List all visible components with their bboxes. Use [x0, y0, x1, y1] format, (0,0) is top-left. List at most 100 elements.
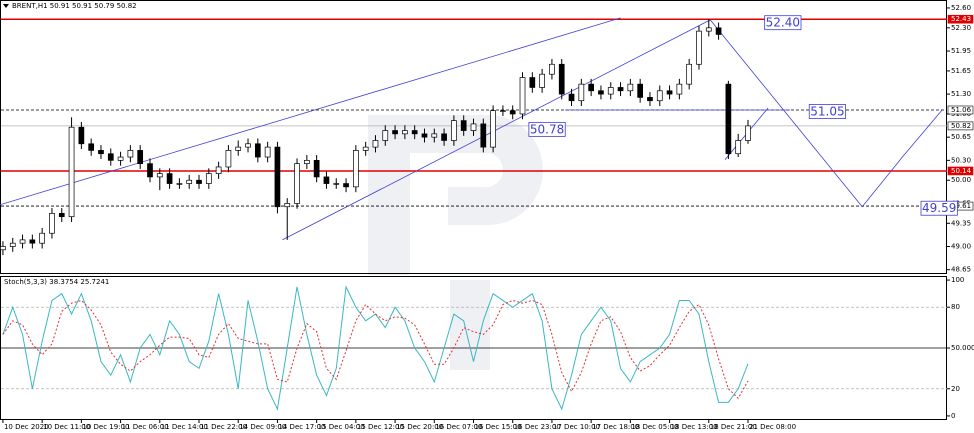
level-label: 51.06 — [951, 106, 972, 114]
candle-body — [98, 150, 104, 155]
level-tag — [947, 105, 974, 115]
candle-body — [362, 146, 369, 151]
y-tick-label: 50.00 — [951, 176, 971, 184]
candle-body — [215, 166, 222, 174]
indicator-title: Stoch(5,3,3) 38.3754 25.7241 — [4, 278, 109, 286]
candle-body — [539, 73, 545, 88]
candle-body — [480, 123, 487, 148]
x-tick-label: 11 Dec 22:00 — [200, 423, 247, 431]
candle-body — [0, 246, 6, 251]
candle-body — [245, 143, 251, 148]
candle-body — [127, 150, 134, 158]
y-tick-label: 100 — [951, 276, 964, 284]
candle-body — [254, 143, 261, 158]
y-tick-label: 52.60 — [951, 4, 971, 12]
candle-body — [68, 126, 75, 218]
x-tick-label: 10 Dec 2020 — [4, 423, 49, 431]
candle-body — [696, 30, 702, 65]
candle-body — [676, 83, 683, 95]
stoch-line — [2, 299, 749, 400]
candle-body — [637, 83, 644, 98]
candle-body — [490, 110, 496, 148]
x-tick-label: 15 Dec 12:00 — [357, 423, 404, 431]
candle-body — [431, 133, 438, 138]
y-tick-label: 52.30 — [951, 24, 971, 32]
candle-body — [274, 146, 281, 208]
level-tag — [947, 166, 974, 176]
x-tick-label: 18 Dec 13:00 — [671, 423, 718, 431]
candle-body — [343, 183, 349, 188]
annotation-label: 51.05 — [810, 104, 844, 118]
candle-body — [107, 153, 114, 161]
candle-body — [29, 239, 36, 244]
x-tick-label: 11 Dec 14:00 — [161, 423, 208, 431]
candle-body — [745, 125, 751, 141]
x-tick-label: 18 Dec 05:00 — [631, 423, 678, 431]
candle-body — [225, 150, 232, 168]
y-tick-label: 50.0000 — [951, 344, 974, 352]
candle-body — [235, 146, 242, 151]
candle-body — [39, 232, 46, 244]
trend-line — [282, 19, 711, 241]
candle-body — [117, 156, 124, 161]
collapse-icon[interactable] — [3, 4, 9, 8]
candle-body — [323, 176, 330, 184]
candle-body — [411, 130, 418, 135]
candle-body — [333, 183, 340, 185]
x-tick-label: 21 Dec 08:00 — [749, 423, 796, 431]
annotation-box — [764, 15, 802, 31]
candle-body — [509, 110, 516, 115]
candle-body — [519, 77, 526, 115]
candle-body — [19, 239, 26, 244]
x-tick-label: 11 Dec 06:00 — [122, 423, 169, 431]
candle-body — [166, 173, 173, 184]
x-tick-label: 15 Dec 20:00 — [396, 423, 443, 431]
candle-body — [421, 133, 428, 138]
y-tick-label: 49.00 — [951, 242, 971, 250]
x-tick-label: 18 Dec 21:00 — [710, 423, 757, 431]
candle-body — [147, 163, 153, 178]
candle-body — [735, 140, 742, 155]
annotation-label: 50.78 — [530, 122, 564, 136]
x-tick-label: 10 Dec 19:00 — [82, 423, 129, 431]
annotation-label: 52.40 — [766, 16, 800, 30]
annotation-box — [528, 121, 566, 137]
candle-body — [264, 146, 271, 158]
candle-body — [549, 63, 555, 75]
candle-body — [372, 140, 379, 148]
y-tick-label: 51.65 — [951, 67, 971, 75]
y-tick-label: 50.65 — [951, 133, 971, 141]
candle-body — [49, 213, 55, 234]
candle-body — [686, 63, 693, 85]
x-tick-label: 16 Dec 15:00 — [475, 423, 522, 431]
x-tick-label: 16 Dec 07:00 — [435, 423, 482, 431]
candle-body — [647, 97, 653, 102]
candle-body — [470, 123, 477, 131]
candle-body — [382, 130, 389, 141]
watermark — [368, 115, 543, 370]
x-tick-label: 10 Dec 11:00 — [43, 423, 90, 431]
candle-body — [441, 133, 447, 141]
trend-line — [0, 17, 621, 206]
y-tick-label: 0 — [951, 412, 955, 420]
candle-body — [666, 90, 673, 95]
level-label: 50.14 — [951, 167, 972, 175]
level-label: 49.61 — [951, 202, 971, 210]
candle-body — [313, 160, 320, 178]
candle-body — [205, 173, 212, 184]
candle-body — [725, 83, 732, 155]
candle-body — [196, 179, 202, 184]
candle-body — [303, 160, 310, 165]
candle-body — [705, 27, 712, 32]
candle-body — [451, 120, 457, 141]
candle-body — [353, 150, 359, 188]
level-tag — [947, 14, 974, 24]
y-tick-label: 80 — [951, 303, 960, 311]
candle-body — [598, 90, 604, 95]
y-tick-label: 20 — [951, 385, 960, 393]
x-tick-label: 14 Dec 17:00 — [278, 423, 325, 431]
candle-body — [176, 183, 183, 185]
candle-body — [568, 93, 575, 102]
candle-body — [88, 143, 95, 151]
